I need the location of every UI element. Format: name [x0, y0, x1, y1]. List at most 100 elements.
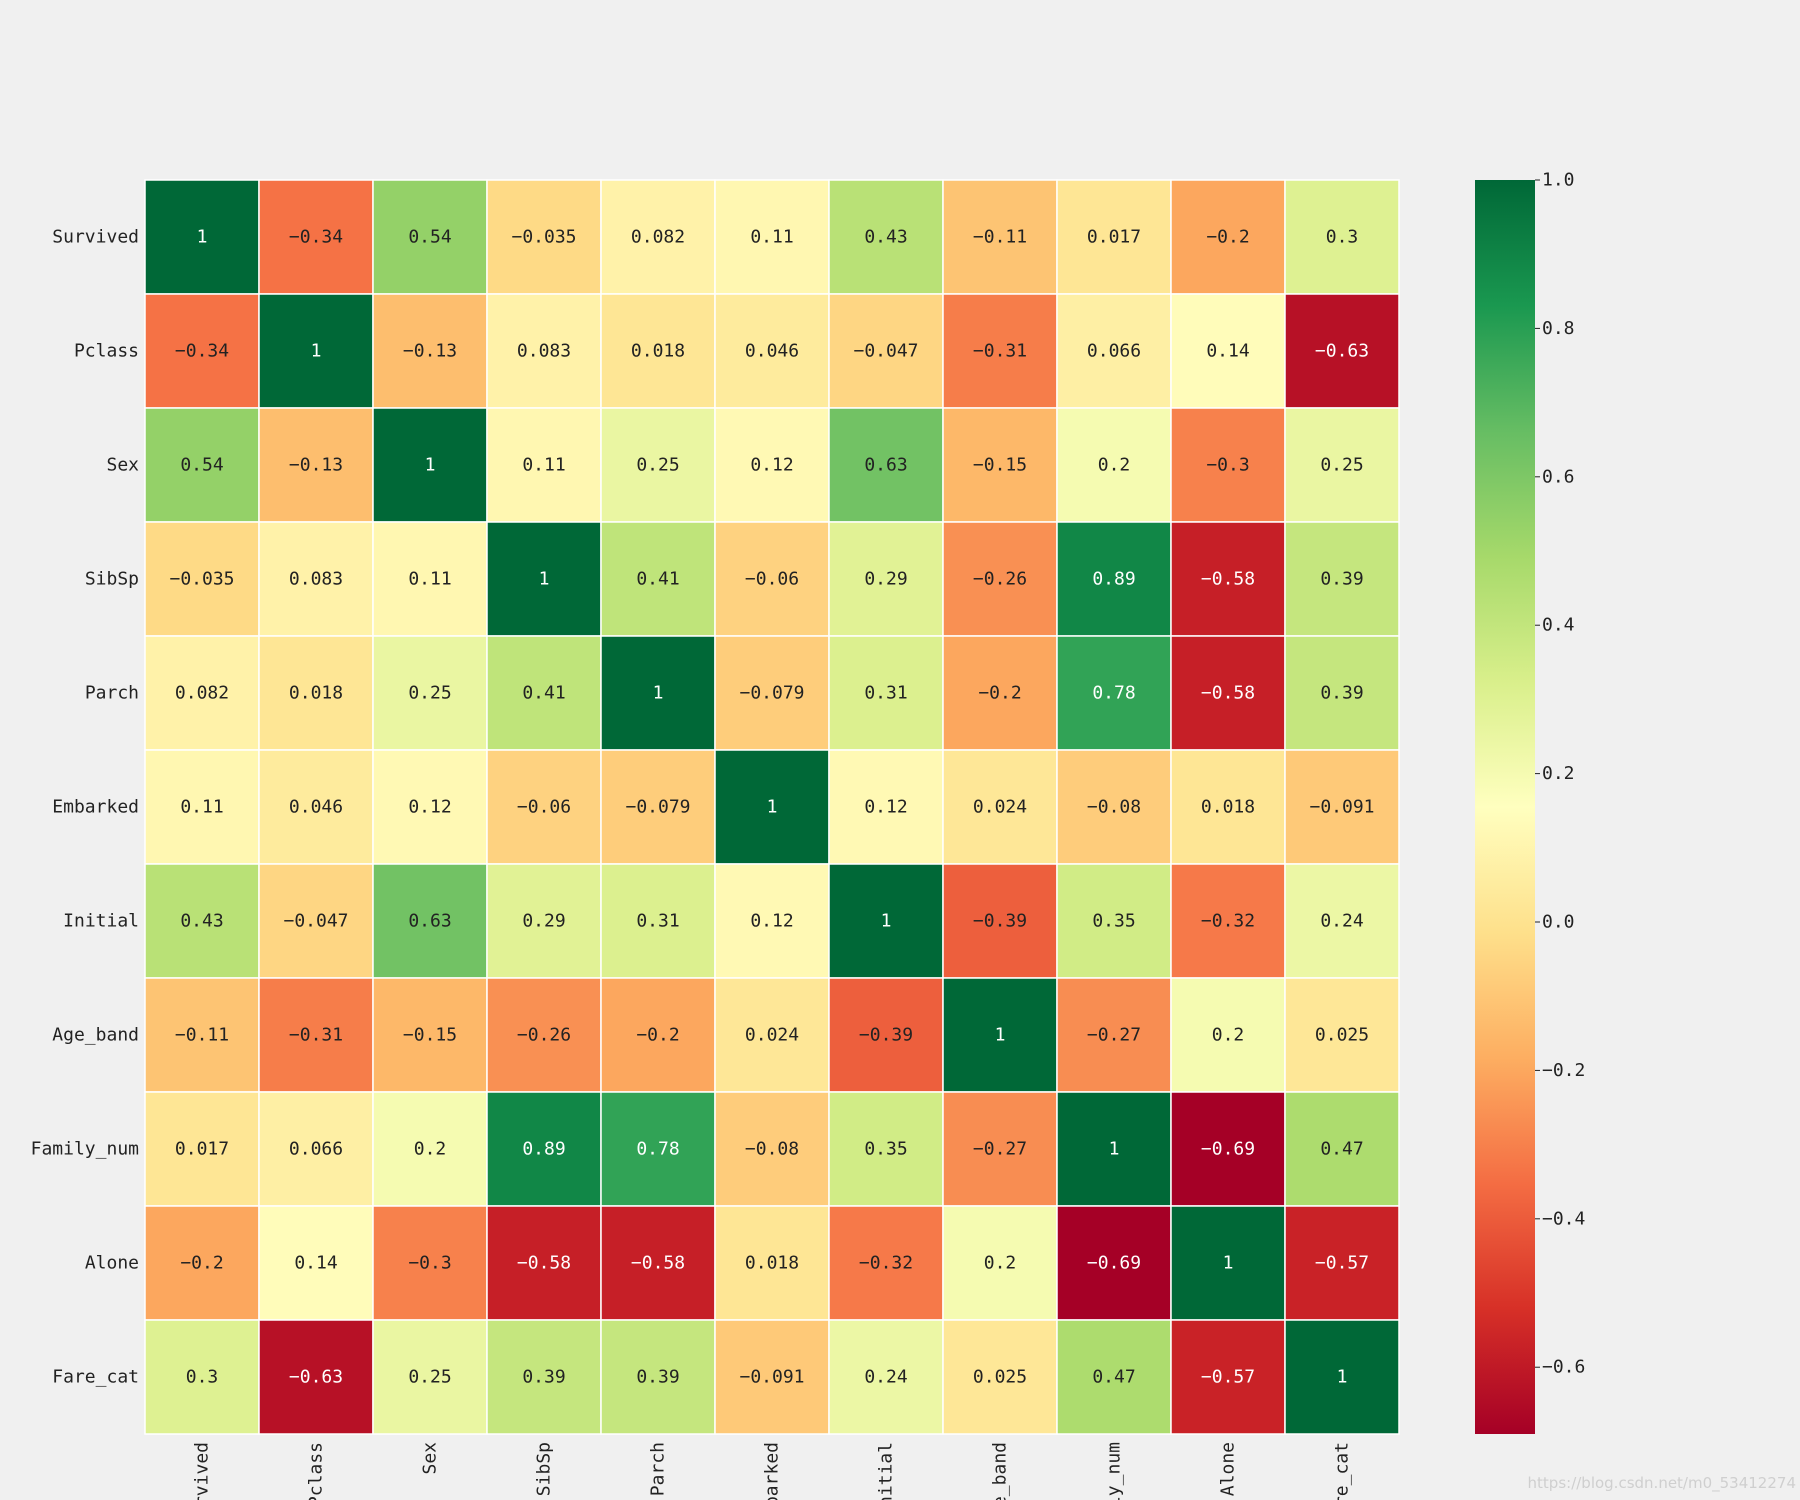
heatmap-cell-survived-initial: [828, 179, 944, 295]
cell-value-label: 0.024: [745, 1025, 799, 1046]
cell-value-label: 0.29: [522, 911, 565, 932]
cell-value-label: 0.066: [1087, 341, 1141, 362]
cell-value-label: −0.079: [739, 683, 804, 704]
cell-value-label: 0.54: [180, 455, 223, 476]
colorbar-tick-label: −0.2: [1542, 1060, 1585, 1081]
x-tick-label-pclass: Pclass: [306, 1442, 327, 1500]
cell-value-label: 0.046: [745, 341, 799, 362]
x-tick-label-sibsp: SibSp: [534, 1442, 555, 1496]
cell-value-label: 0.14: [1206, 341, 1249, 362]
cell-value-label: −0.31: [289, 1025, 343, 1046]
cell-value-label: 0.083: [289, 569, 343, 590]
colorbar-tick-label: 0.0: [1542, 912, 1575, 933]
y-tick-label-fare-cat: Fare_cat: [52, 1367, 139, 1388]
heatmap-cell-sibsp-embarked: [714, 521, 830, 637]
heatmap-cell-alone-pclass: [258, 1205, 374, 1321]
cell-value-label: −0.39: [973, 911, 1027, 932]
x-tick-label-initial: Initial: [876, 1442, 897, 1500]
heatmap-cell-sibsp-parch: [600, 521, 716, 637]
heatmap-cell-embarked-sex: [372, 749, 488, 865]
heatmap-cell-pclass-survived: [144, 293, 260, 409]
heatmap-cell-sibsp-sex: [372, 521, 488, 637]
heatmap-cell-fare-cat-sibsp: [486, 1319, 602, 1435]
cell-value-label: 0.89: [522, 1139, 565, 1160]
cell-value-label: 0.63: [408, 911, 451, 932]
y-tick-label-alone: Alone: [85, 1253, 139, 1274]
heatmap-cell-family-num-pclass: [258, 1091, 374, 1207]
watermark-text: https://blog.csdn.net/m0_53412274: [1528, 1474, 1796, 1493]
cell-value-label: 0.018: [1201, 797, 1255, 818]
heatmap-cell-family-num-parch: [600, 1091, 716, 1207]
cell-value-label: −0.13: [403, 341, 457, 362]
heatmap-cell-parch-initial: [828, 635, 944, 751]
colorbar-tick-label: −0.4: [1542, 1208, 1585, 1229]
cell-value-label: 0.018: [745, 1253, 799, 1274]
cell-value-label: 1: [1223, 1253, 1234, 1274]
heatmap-cell-family-num-survived: [144, 1091, 260, 1207]
y-tick-label-sex: Sex: [106, 455, 139, 476]
heatmap-cell-fare-cat-family-num: [1056, 1319, 1172, 1435]
cell-value-label: −0.2: [180, 1253, 223, 1274]
cell-value-label: −0.69: [1087, 1253, 1141, 1274]
cell-value-label: 0.082: [631, 227, 685, 248]
cell-value-label: 0.082: [175, 683, 229, 704]
heatmap-cell-fare-cat-parch: [600, 1319, 716, 1435]
cell-value-label: 0.35: [864, 1139, 907, 1160]
heatmap-cell-survived-alone: [1170, 179, 1286, 295]
heatmap-cell-sex-survived: [144, 407, 260, 523]
cell-value-label: 0.24: [1320, 911, 1363, 932]
cell-value-label: 0.78: [636, 1139, 679, 1160]
heatmap-cell-sex-age-band: [942, 407, 1058, 523]
heatmap-cell-sibsp-fare-cat: [1284, 521, 1400, 637]
heatmap-cell-alone-sibsp: [486, 1205, 602, 1321]
heatmap-cell-survived-age-band: [942, 179, 1058, 295]
heatmap-cell-embarked-parch: [600, 749, 716, 865]
colorbar-tick-label: 1.0: [1542, 170, 1575, 191]
cell-value-label: 0.63: [864, 455, 907, 476]
heatmap-cell-fare-cat-pclass: [258, 1319, 374, 1435]
cell-value-label: 0.14: [294, 1253, 337, 1274]
colorbar-tick-label: 0.2: [1542, 763, 1575, 784]
heatmap-cell-embarked-age-band: [942, 749, 1058, 865]
heatmap-cell-age-band-age-band: [942, 977, 1058, 1093]
cell-value-label: −0.57: [1201, 1367, 1255, 1388]
cell-value-label: 1: [539, 569, 550, 590]
cell-value-label: −0.06: [745, 569, 799, 590]
cell-value-label: 0.25: [1320, 455, 1363, 476]
cell-value-label: −0.63: [289, 1367, 343, 1388]
heatmap-cell-family-num-sex: [372, 1091, 488, 1207]
cell-value-label: 0.2: [1098, 455, 1131, 476]
heatmap-cell-family-num-embarked: [714, 1091, 830, 1207]
cell-value-label: 0.47: [1092, 1367, 1135, 1388]
cell-value-label: −0.58: [1201, 683, 1255, 704]
heatmap-cell-pclass-age-band: [942, 293, 1058, 409]
heatmap-cell-parch-embarked: [714, 635, 830, 751]
cell-value-label: 0.43: [864, 227, 907, 248]
cell-value-label: 0.31: [636, 911, 679, 932]
cell-value-label: −0.08: [745, 1139, 799, 1160]
heatmap-cell-pclass-parch: [600, 293, 716, 409]
heatmap-cell-fare-cat-alone: [1170, 1319, 1286, 1435]
heatmap-cell-parch-parch: [600, 635, 716, 751]
cell-value-label: 0.39: [636, 1367, 679, 1388]
cell-value-label: −0.15: [973, 455, 1027, 476]
heatmap-cell-family-num-sibsp: [486, 1091, 602, 1207]
cell-value-label: 0.024: [973, 797, 1027, 818]
cell-value-label: −0.2: [978, 683, 1021, 704]
cell-value-label: −0.32: [859, 1253, 913, 1274]
heatmap-cell-pclass-sex: [372, 293, 488, 409]
heatmap-cell-pclass-fare-cat: [1284, 293, 1400, 409]
cell-value-label: 0.43: [180, 911, 223, 932]
cell-value-label: −0.11: [175, 1025, 229, 1046]
cell-value-label: −0.035: [511, 227, 576, 248]
heatmap-cell-embarked-family-num: [1056, 749, 1172, 865]
cell-value-label: 0.083: [517, 341, 571, 362]
heatmap-cell-initial-pclass: [258, 863, 374, 979]
heatmap-cell-pclass-alone: [1170, 293, 1286, 409]
heatmap-cell-parch-alone: [1170, 635, 1286, 751]
cell-value-label: 1: [1337, 1367, 1348, 1388]
x-tick-label-age-band: Age_band: [990, 1442, 1011, 1500]
cell-value-label: 1: [881, 911, 892, 932]
heatmap-cell-age-band-parch: [600, 977, 716, 1093]
cell-value-label: 0.12: [408, 797, 451, 818]
